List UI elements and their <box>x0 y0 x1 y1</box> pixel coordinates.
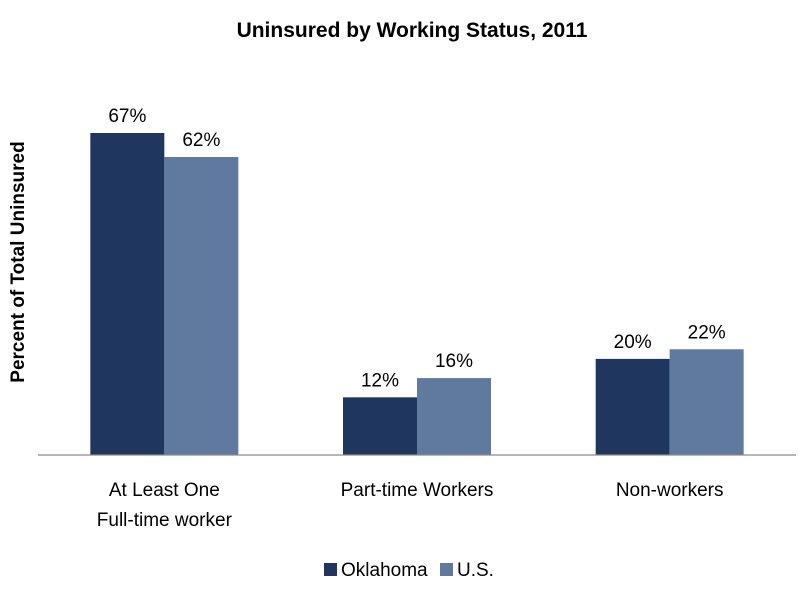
legend-label-oklahoma: Oklahoma <box>341 560 428 581</box>
bar-oklahoma-1 <box>343 397 417 455</box>
chart-title: Uninsured by Working Status, 2011 <box>237 19 588 42</box>
bars-layer <box>90 133 744 455</box>
data-label: 12% <box>361 370 399 391</box>
category-label: At Least One <box>109 480 220 501</box>
bar-u-s-2 <box>669 349 744 455</box>
data-label: 16% <box>435 351 473 372</box>
category-label: Non-workers <box>616 480 724 501</box>
category-label: Part-time Workers <box>341 480 494 501</box>
bar-u-s-1 <box>417 378 491 455</box>
legend-swatch-u-s <box>440 563 453 576</box>
bar-u-s-0 <box>164 157 239 455</box>
labels-layer: 67% 62% At Least One Full-time worker 12% 16%… <box>97 106 726 531</box>
bar-oklahoma-2 <box>595 358 670 455</box>
category-label: Full-time worker <box>97 510 233 531</box>
data-label: 22% <box>688 322 726 343</box>
bar-oklahoma-0 <box>90 133 165 455</box>
data-label: 62% <box>182 130 220 151</box>
data-label: 20% <box>614 332 652 353</box>
data-label: 67% <box>108 106 146 127</box>
legend-label-u-s: U.S. <box>457 560 494 581</box>
legend: Oklahoma U.S. <box>324 560 494 581</box>
legend-swatch-oklahoma <box>324 563 337 576</box>
y-axis-label: Percent of Total Uninsured <box>8 141 29 382</box>
